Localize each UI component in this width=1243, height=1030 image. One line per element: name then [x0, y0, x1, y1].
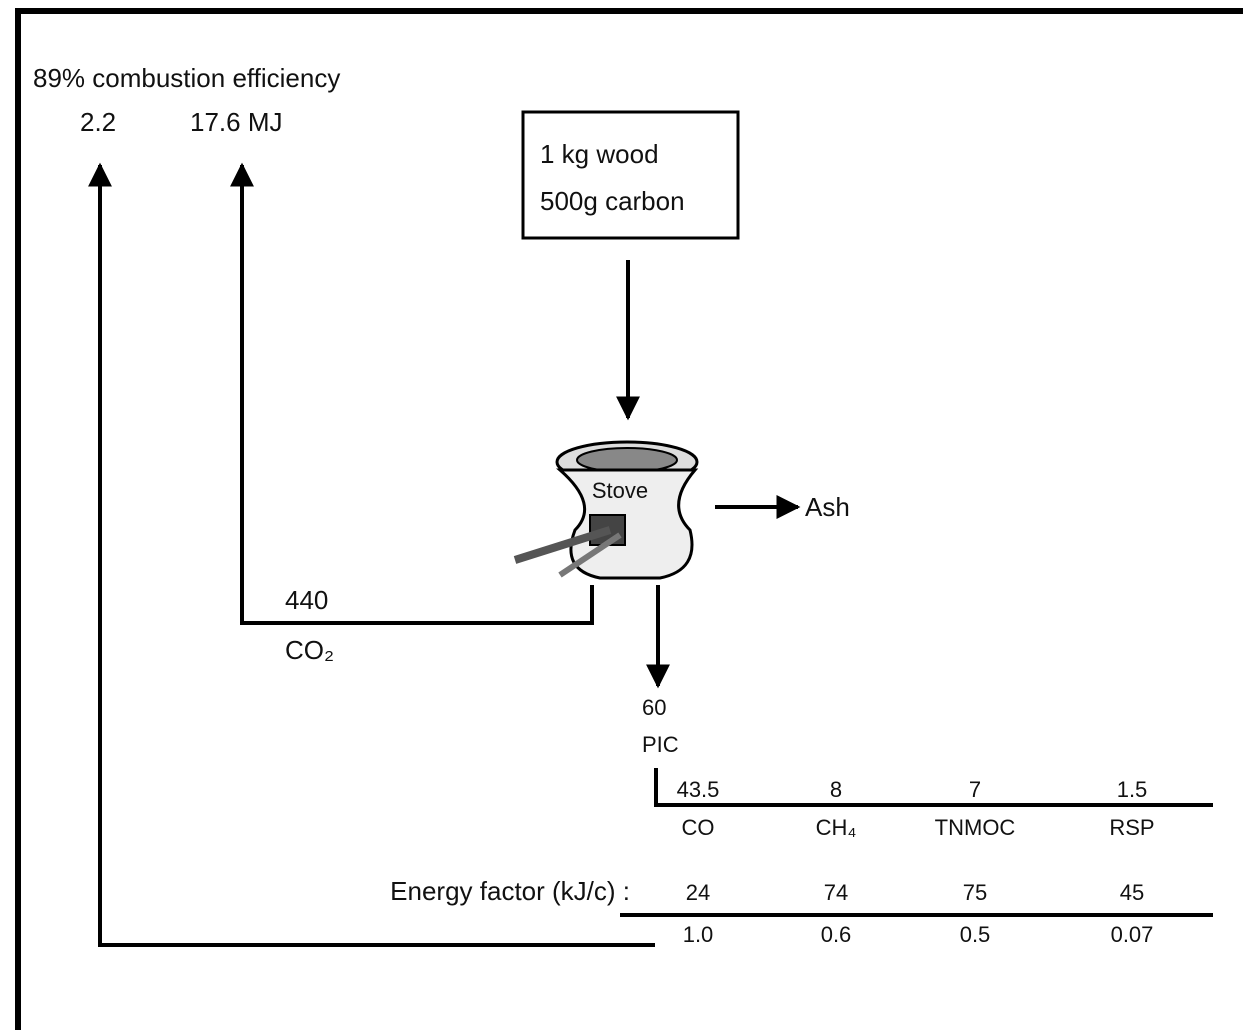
- cell-name: CH₄: [816, 815, 857, 840]
- co2-label: CO₂: [285, 635, 334, 665]
- ash-label: Ash: [805, 492, 850, 522]
- input-line2: 500g carbon: [540, 186, 685, 216]
- stove-icon: [513, 440, 699, 580]
- co2-value: 440: [285, 585, 328, 615]
- co2-arrow: [230, 162, 594, 625]
- pic-value: 60: [642, 695, 666, 720]
- cell-factor: 45: [1120, 880, 1144, 905]
- pic-label: PIC: [642, 732, 679, 757]
- energy-factor-label: Energy factor (kJ/c) :: [390, 876, 630, 906]
- cell-emission: 1.5: [1117, 777, 1148, 802]
- energy-arrow: [88, 162, 655, 947]
- cell-emission: 43.5: [677, 777, 720, 802]
- cell-factor: 74: [824, 880, 848, 905]
- stove-label: Stove: [592, 478, 648, 503]
- cell-energy: 0.6: [821, 922, 852, 947]
- table: 43.5 CO 24 1.0 8 CH₄ 74 0.6 7 TNMOC 75 0.5 1.5 RSP 45 0…: [677, 777, 1155, 947]
- cell-emission: 7: [969, 777, 981, 802]
- cell-energy: 1.0: [683, 922, 714, 947]
- cell-name: RSP: [1109, 815, 1154, 840]
- cell-name: CO: [682, 815, 715, 840]
- cell-emission: 8: [830, 777, 842, 802]
- cell-factor: 24: [686, 880, 710, 905]
- input-box: [521, 110, 740, 240]
- energy-ratio: 2.2: [80, 107, 116, 137]
- energy: 17.6 MJ: [190, 107, 283, 137]
- cell-energy: 0.5: [960, 922, 991, 947]
- cell-factor: 75: [963, 880, 987, 905]
- input-line1: 1 kg wood: [540, 139, 659, 169]
- cell-energy: 0.07: [1111, 922, 1154, 947]
- efficiency-label: 89% combustion efficiency: [33, 63, 340, 93]
- cell-name: TNMOC: [935, 815, 1016, 840]
